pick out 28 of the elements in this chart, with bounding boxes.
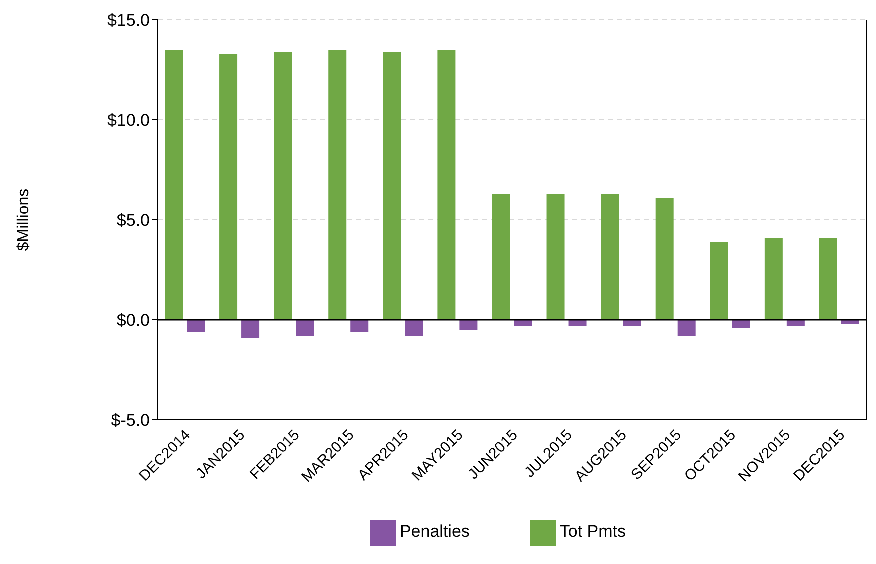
bar — [546, 194, 565, 320]
y-tick-label: $10.0 — [107, 111, 150, 130]
y-tick-label: $5.0 — [116, 211, 150, 230]
y-tick-label: $15.0 — [107, 11, 150, 30]
bar — [220, 54, 238, 320]
bar — [656, 198, 674, 320]
bar — [350, 320, 369, 332]
bar — [492, 194, 510, 320]
bar — [274, 52, 292, 320]
y-tick-label: $-5.0 — [111, 411, 150, 430]
bar — [601, 194, 620, 320]
bar — [187, 320, 205, 332]
legend-label: Tot Pmts — [560, 522, 626, 542]
bar — [383, 52, 402, 320]
legend-label: Penalties — [400, 522, 470, 542]
bar — [460, 320, 478, 330]
bar — [165, 50, 183, 320]
bar — [328, 50, 347, 320]
y-axis-title: $Millions — [16, 188, 33, 252]
bar — [242, 320, 260, 338]
bar — [296, 320, 314, 336]
bar — [819, 238, 838, 320]
bar — [710, 242, 728, 320]
bar — [438, 50, 456, 320]
bar — [405, 320, 424, 336]
bar — [678, 320, 696, 336]
bar — [764, 238, 783, 320]
y-tick-label: $0.0 — [116, 311, 150, 330]
